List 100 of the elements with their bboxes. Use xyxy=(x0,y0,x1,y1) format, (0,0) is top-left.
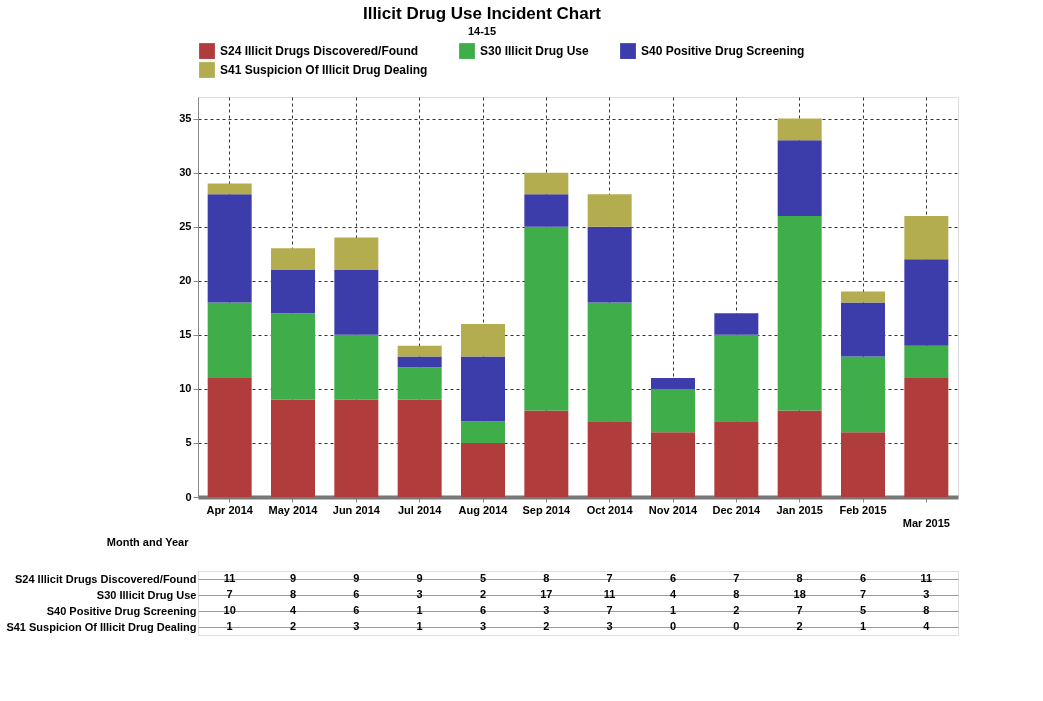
bar xyxy=(841,356,885,433)
bar xyxy=(334,334,379,400)
data-label: 7 xyxy=(859,588,867,600)
data-label: 2 xyxy=(543,620,550,632)
data-label: 9 xyxy=(416,572,423,584)
data-label: 1 xyxy=(416,604,423,616)
bar xyxy=(651,388,695,433)
bar xyxy=(777,215,822,411)
legend-label: S40 Positive Drug Screening xyxy=(641,44,805,59)
bar xyxy=(524,226,569,411)
data-label: 10 xyxy=(223,604,236,616)
bar xyxy=(587,421,632,497)
x-axis-title: Month and Year xyxy=(106,535,190,548)
data-label: 3 xyxy=(353,620,360,632)
text: S40 Positive Drug Screening xyxy=(46,604,197,617)
data-label: 3 xyxy=(479,620,487,632)
bar xyxy=(904,378,949,497)
bar xyxy=(271,399,315,497)
data-label: 7 xyxy=(606,572,613,584)
x-tick-label: Apr 2014 xyxy=(206,503,254,516)
data-label: 2 xyxy=(796,620,803,632)
bar xyxy=(397,399,442,497)
bar xyxy=(714,313,759,335)
bar xyxy=(904,345,949,379)
bar xyxy=(334,399,379,497)
data-label: 0 xyxy=(669,620,677,632)
data-label: 8 xyxy=(733,588,740,600)
data-label: 1 xyxy=(669,604,677,616)
x-tick-label: Jul 2014 xyxy=(397,503,443,516)
data-label: 2 xyxy=(733,604,740,616)
y-tick-label: 0 xyxy=(185,490,192,503)
bar xyxy=(207,378,252,497)
data-label: 11 xyxy=(223,572,236,584)
x-tick-label: Sep 2014 xyxy=(522,503,572,516)
bar xyxy=(207,302,252,379)
data-label: 7 xyxy=(226,588,233,600)
data-label: 4 xyxy=(289,604,297,616)
bar xyxy=(334,269,379,335)
data-label: 3 xyxy=(606,620,613,632)
bar xyxy=(524,172,569,195)
data-label: 11 xyxy=(920,572,933,584)
data-label: 1 xyxy=(416,620,423,632)
y-tick-label: 30 xyxy=(179,166,192,179)
data-label: 8 xyxy=(543,572,550,584)
data-label: 6 xyxy=(479,604,487,616)
data-label: 1 xyxy=(859,620,867,632)
y-tick-label: 20 xyxy=(179,274,192,287)
legend-label: S41 Suspicion Of Illicit Drug Dealing xyxy=(220,63,428,77)
chart-title: Illicit Drug Use Incident Chart xyxy=(362,4,602,23)
bar xyxy=(271,269,315,314)
bar xyxy=(651,432,695,497)
data-label: 3 xyxy=(416,588,423,600)
y-tick-label: 5 xyxy=(185,436,192,449)
bar xyxy=(461,356,505,422)
bar xyxy=(271,248,315,270)
data-label: 3 xyxy=(543,604,550,616)
bar xyxy=(904,215,949,260)
data-label: 7 xyxy=(606,604,613,616)
bar xyxy=(397,345,442,357)
y-tick-label: 10 xyxy=(179,382,192,395)
text: S24 Illicit Drugs Discovered/Found xyxy=(14,572,197,585)
y-tick-label: 25 xyxy=(179,220,192,233)
data-label: 18 xyxy=(793,588,806,600)
data-label: 9 xyxy=(353,572,360,584)
x-tick-label: Oct 2014 xyxy=(586,503,634,516)
x-tick-label: Feb 2015 xyxy=(839,503,887,516)
data-label: 11 xyxy=(603,588,616,600)
data-label: 6 xyxy=(353,604,360,616)
bar xyxy=(777,118,822,141)
data-label: 6 xyxy=(859,572,867,584)
x-tick-label: Mar 2015 xyxy=(902,516,950,529)
data-label: 4 xyxy=(923,620,931,632)
data-label: 3 xyxy=(923,588,930,600)
data-label: 17 xyxy=(540,588,553,600)
x-tick-label: May 2014 xyxy=(268,503,319,516)
bar xyxy=(841,291,885,303)
data-label: 7 xyxy=(733,572,740,584)
y-tick-label: 35 xyxy=(179,112,192,125)
data-label: 8 xyxy=(289,588,297,600)
bar xyxy=(207,183,252,195)
bar xyxy=(271,313,315,400)
bar xyxy=(207,194,252,303)
legend-label: S30 Illicit Drug Use xyxy=(480,44,590,59)
data-label: 9 xyxy=(289,572,297,584)
data-label: 5 xyxy=(859,604,867,616)
data-label: 6 xyxy=(353,588,360,600)
bar xyxy=(587,226,632,303)
bar xyxy=(397,367,442,400)
bar xyxy=(651,378,695,389)
text: S30 Illicit Drug Use xyxy=(96,588,197,601)
bar xyxy=(524,194,569,227)
bar xyxy=(841,302,885,357)
data-label: 6 xyxy=(669,572,677,584)
bar xyxy=(777,410,822,497)
chart-subtitle: 14-15 xyxy=(467,25,497,37)
bar xyxy=(714,334,759,422)
x-tick-label: Aug 2014 xyxy=(458,503,509,516)
bar xyxy=(904,259,949,346)
data-label: 1 xyxy=(226,620,233,632)
data-label: 8 xyxy=(923,604,930,616)
